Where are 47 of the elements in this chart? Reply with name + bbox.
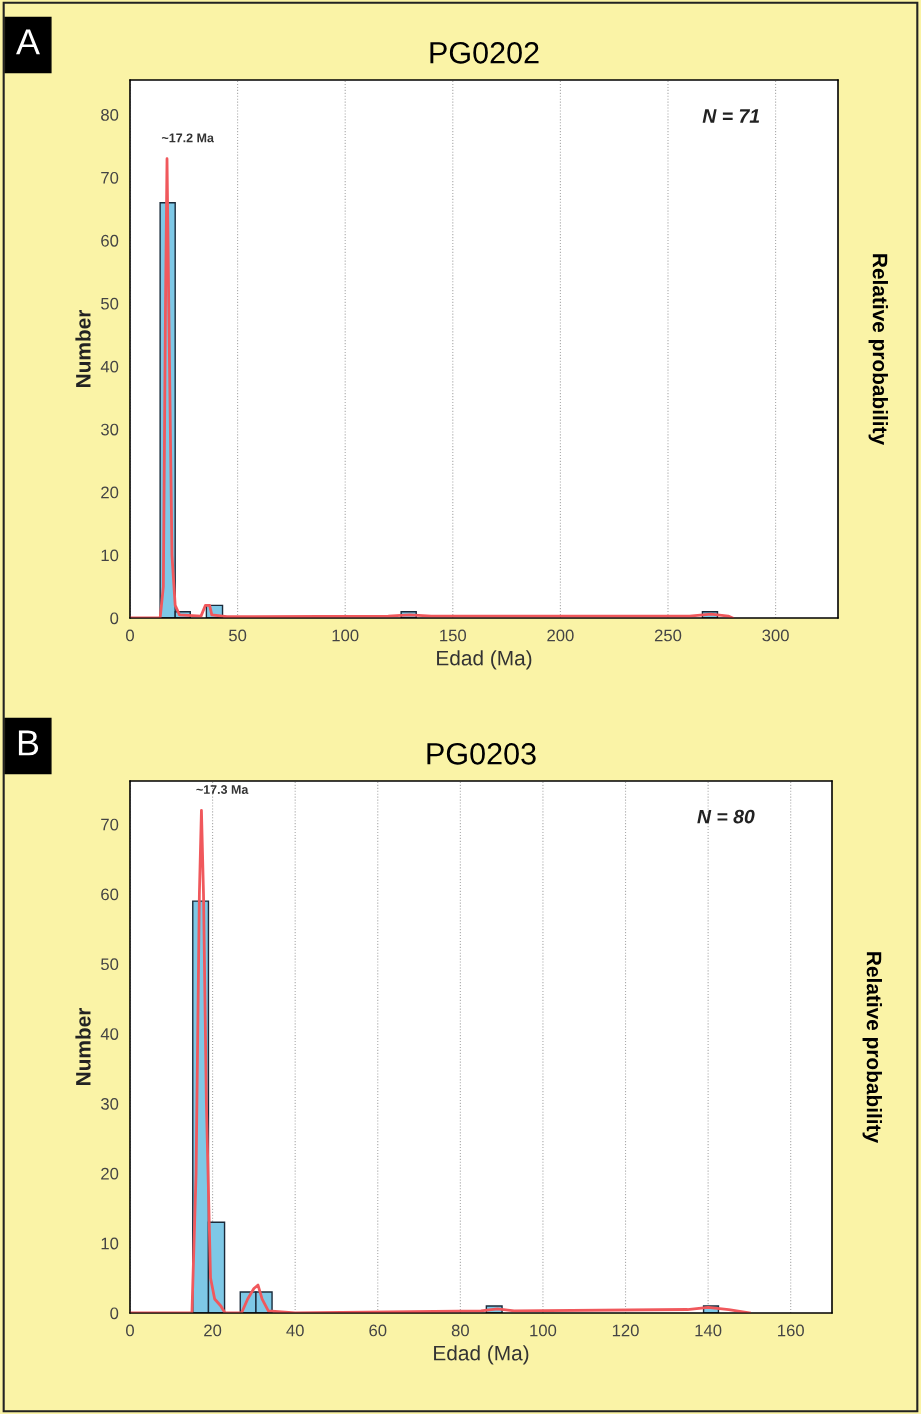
y-tick-label: 50: [101, 297, 119, 310]
x-tick-label: 150: [440, 629, 467, 642]
x-tick-label: 160: [778, 1324, 804, 1337]
annotation: N = 71: [702, 109, 760, 123]
y-tick-label: 30: [100, 1097, 119, 1110]
chart-title: PG0202: [430, 42, 539, 64]
y2-axis-title: Relative probability: [868, 254, 888, 445]
y-tick-label: 20: [101, 1167, 119, 1180]
x-tick-label: 100: [530, 1324, 557, 1337]
x-tick-label: 50: [229, 629, 247, 642]
x-tick-label: 250: [654, 629, 682, 642]
y-tick-label: 20: [101, 486, 119, 499]
x-axis-title: Edad (Ma): [434, 1345, 529, 1365]
y-tick-label: 40: [100, 1028, 119, 1040]
x-tick-label: 200: [547, 629, 574, 642]
x-tick-label: 60: [369, 1324, 387, 1337]
y-tick-label: 0: [110, 612, 119, 625]
y-axis-title: Number: [75, 309, 91, 387]
x-tick-label: 120: [612, 1324, 639, 1337]
annotation: ~17.2 Ma: [161, 133, 214, 143]
y2-axis-title: Relative probability: [862, 952, 882, 1143]
y-tick-label: 30: [100, 423, 119, 436]
x-tick-label: 0: [126, 1324, 134, 1337]
y-tick-label: 40: [100, 360, 119, 373]
x-tick-label: 0: [126, 629, 134, 642]
x-tick-label: 100: [332, 629, 359, 642]
y-tick-label: 60: [101, 888, 119, 901]
text: B: [18, 730, 39, 756]
annotation: N = 80: [697, 809, 755, 824]
text: A: [16, 29, 40, 55]
y-tick-label: 60: [101, 234, 119, 247]
y-tick-label: 0: [110, 1307, 119, 1320]
x-tick-label: 80: [451, 1324, 469, 1337]
y-tick-label: 70: [101, 171, 119, 184]
x-tick-label: 20: [204, 1324, 222, 1337]
y-tick-label: 70: [101, 818, 119, 831]
x-tick-label: 140: [695, 1324, 722, 1337]
chart-title: PG0203: [427, 743, 536, 765]
y-axis-title: Number: [75, 1007, 91, 1085]
y-tick-label: 80: [101, 109, 119, 121]
annotation: ~17.3 Ma: [196, 785, 249, 794]
x-tick-label: 40: [286, 1324, 304, 1337]
y-tick-label: 10: [101, 1237, 119, 1250]
x-tick-label: 300: [762, 629, 789, 642]
y-tick-label: 50: [101, 958, 119, 971]
x-axis-title: Edad (Ma): [437, 650, 532, 670]
y-tick-label: 10: [101, 549, 119, 562]
